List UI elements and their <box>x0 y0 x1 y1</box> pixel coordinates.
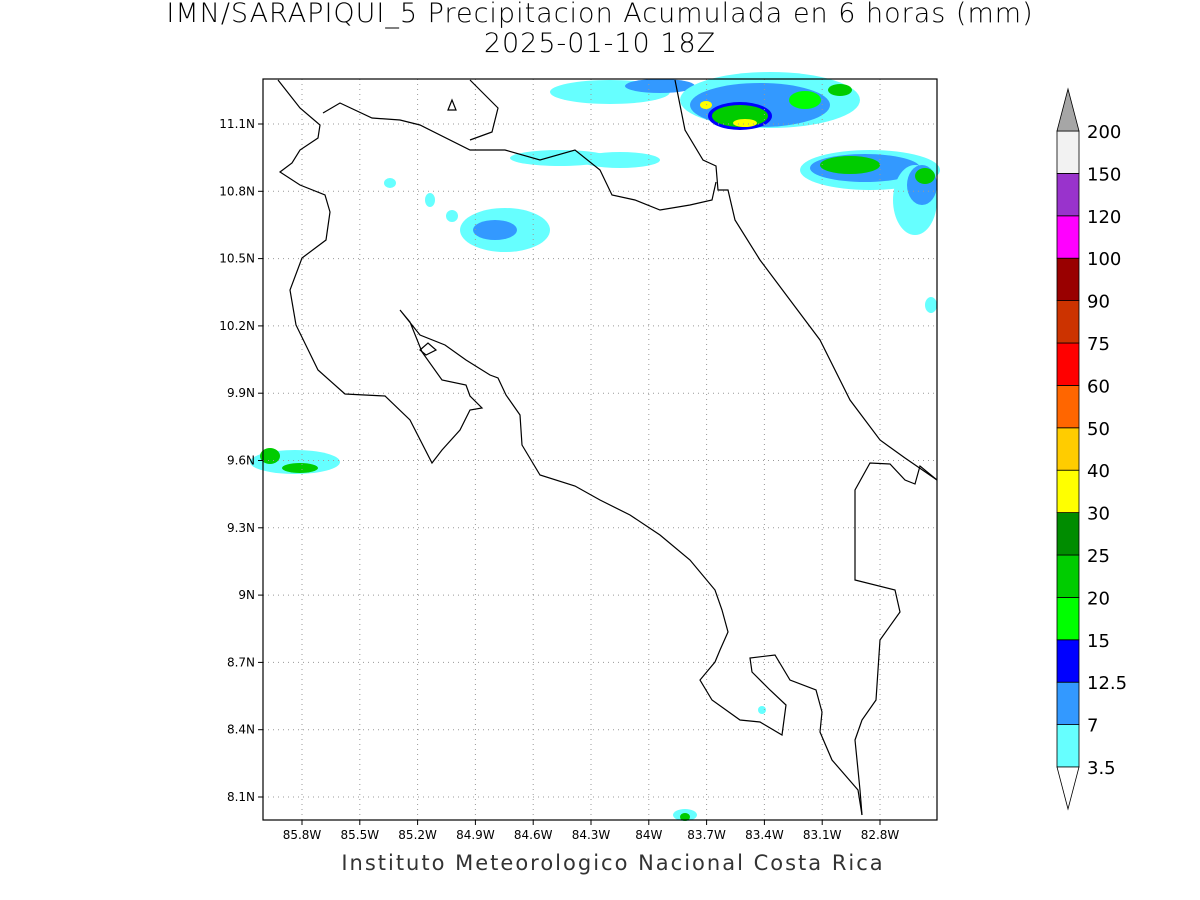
lat-label: 10.8N <box>219 184 255 198</box>
colorbar-label: 7 <box>1087 716 1098 737</box>
precip-area <box>473 220 517 240</box>
colorbar-label: 25 <box>1087 546 1110 567</box>
colorbar-label: 200 <box>1087 122 1121 143</box>
lat-label: 8.4N <box>227 723 255 737</box>
precipitation-field <box>250 72 940 821</box>
colorbar-swatch <box>1056 639 1080 683</box>
precip-area <box>758 706 766 714</box>
precip-area <box>282 463 318 473</box>
island <box>419 342 438 356</box>
lat-label: 8.7N <box>227 655 255 669</box>
colorbar-under <box>1056 766 1080 811</box>
lon-label: 83.1W <box>803 828 842 842</box>
lon-label: 84W <box>635 828 662 842</box>
lat-label: 9.6N <box>227 454 255 468</box>
colorbar-label: 60 <box>1087 376 1110 397</box>
colorbar-label: 120 <box>1087 207 1121 228</box>
precip-area <box>915 168 935 184</box>
colorbar-label: 150 <box>1087 164 1121 185</box>
lon-label: 84.9W <box>456 828 495 842</box>
precip-area <box>828 84 852 96</box>
coastline <box>469 79 499 141</box>
lon-label: 82.8W <box>861 828 900 842</box>
colorbar: 3.5 7 12.5 15 20 25 30 40 50 60 75 90 100 120 150 200 <box>1056 87 1127 811</box>
coastline <box>674 79 938 481</box>
island <box>447 98 457 111</box>
colorbar-label: 3.5 <box>1087 758 1116 779</box>
precip-area <box>820 156 880 174</box>
colorbar-label: 50 <box>1087 419 1110 440</box>
colorbar-swatch <box>1056 257 1080 302</box>
precip-area <box>260 448 280 464</box>
precip-area <box>580 152 660 168</box>
lon-label: 84.3W <box>572 828 611 842</box>
colorbar-label: 12.5 <box>1087 673 1127 694</box>
map-frame <box>262 78 938 821</box>
colorbar-label: 30 <box>1087 504 1110 525</box>
lon-label: 85.8W <box>283 828 322 842</box>
colorbar-swatch <box>1056 554 1080 598</box>
colorbar-swatch <box>1056 172 1080 217</box>
footer: Instituto Meteorologico Nacional Costa R… <box>341 851 884 875</box>
lat-label: 9N <box>238 588 255 602</box>
colorbar-label: 20 <box>1087 588 1110 609</box>
colorbar-swatch <box>1056 300 1080 344</box>
lat-label: 10.5N <box>219 252 255 266</box>
colorbar-label: 90 <box>1087 292 1110 313</box>
map-plot: 11.1N 10.8N 10.5N 10.2N 9.9N 9.6N 9.3N 9N 8.7N 8.… <box>219 72 940 842</box>
colorbar-over <box>1056 87 1080 132</box>
coastlines <box>277 79 938 816</box>
lon-label: 83.7W <box>687 828 726 842</box>
lat-label: 10.2N <box>219 319 255 333</box>
colorbar-swatch <box>1056 597 1080 641</box>
title: IMN/SARAPIQUI_5 Precipitacion Acumulada … <box>166 0 1033 29</box>
lat-label: 11.1N <box>219 117 255 131</box>
colorbar-label: 15 <box>1087 631 1110 652</box>
colorbar-swatch <box>1056 427 1080 471</box>
colorbar-swatch <box>1056 681 1080 726</box>
lat-label: 9.3N <box>227 521 255 535</box>
colorbar-swatch <box>1056 724 1080 768</box>
subtitle: 2025-01-10 18Z <box>484 28 716 59</box>
colorbar-swatch <box>1056 130 1080 174</box>
colorbar-swatch <box>1056 342 1080 386</box>
colorbar-swatch <box>1056 384 1080 429</box>
precip-area <box>925 297 937 313</box>
lon-label: 85.2W <box>398 828 437 842</box>
precip-area <box>789 91 821 109</box>
coastline <box>854 462 938 816</box>
precip-area <box>625 79 695 93</box>
colorbar-swatch <box>1056 512 1080 556</box>
precip-area <box>425 193 435 207</box>
lat-label: 9.9N <box>227 386 255 400</box>
precip-area <box>700 101 712 109</box>
precip-area <box>446 210 458 222</box>
colorbar-swatch <box>1056 469 1080 514</box>
lat-label: 8.1N <box>227 790 255 804</box>
grid <box>263 79 937 820</box>
colorbar-swatch <box>1056 215 1080 259</box>
colorbar-label: 40 <box>1087 461 1110 482</box>
lon-label: 83.4W <box>745 828 784 842</box>
colorbar-label: 75 <box>1087 334 1110 355</box>
precip-area <box>733 119 757 127</box>
lon-label: 85.5W <box>341 828 380 842</box>
colorbar-label: 100 <box>1087 249 1121 270</box>
precip-area <box>384 178 396 188</box>
border <box>322 102 717 211</box>
precip-area <box>680 813 690 821</box>
lon-label: 84.6W <box>514 828 553 842</box>
coastline <box>277 79 863 816</box>
